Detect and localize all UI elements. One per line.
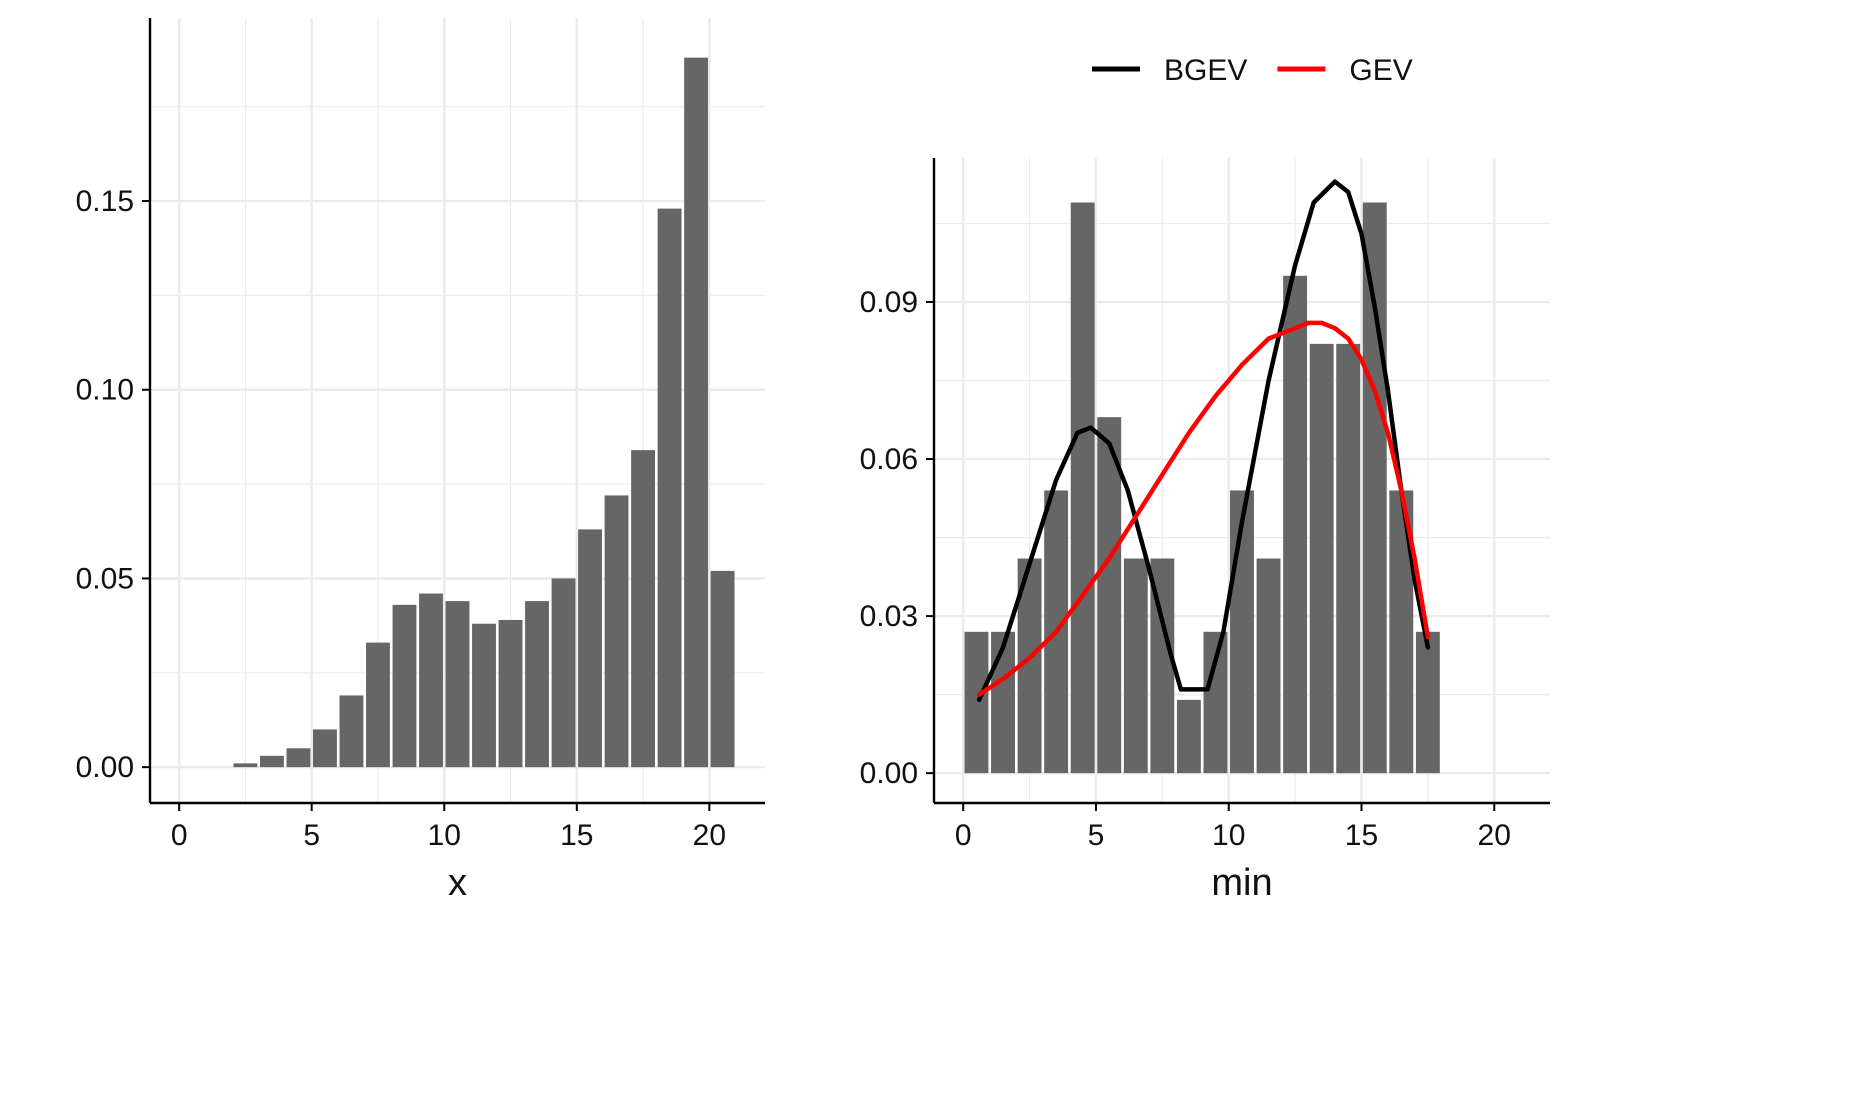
legend-label-gev: GEV [1349, 54, 1412, 87]
bar [1017, 558, 1042, 774]
y-tick-label: 0.10 [76, 374, 134, 407]
y-tick-labels: 0.00 0.05 0.10 0.15 [76, 185, 134, 784]
bar [1203, 631, 1228, 774]
curve-bgev [976, 179, 1431, 703]
bar [1150, 558, 1175, 774]
y-tick-label: 0.15 [76, 185, 134, 218]
y-tick-label: 0.00 [860, 757, 918, 790]
histogram-panel-min: 0 5 10 15 20 0.00 0.03 0.06 0.09 min BGEV GEV [860, 54, 1550, 904]
x-tick-label: 20 [1478, 819, 1511, 852]
bar [604, 495, 629, 768]
bar [578, 529, 602, 768]
x-tick-label: 20 [693, 819, 726, 852]
x-tick-label: 15 [1345, 819, 1378, 852]
bar [419, 593, 443, 768]
y-tick-label: 0.06 [860, 443, 918, 476]
bar [1389, 490, 1414, 774]
y-tick-label: 0.00 [76, 751, 134, 784]
bar [339, 695, 364, 768]
bar [991, 631, 1015, 774]
bar [392, 604, 417, 768]
bar [1362, 202, 1387, 774]
axes [142, 18, 765, 811]
bar [710, 570, 735, 768]
bar [551, 578, 576, 768]
x-tick-label: 10 [1212, 819, 1245, 852]
bar [657, 208, 682, 768]
y-tick-label: 0.03 [860, 600, 918, 633]
bar [233, 763, 258, 768]
bar [498, 619, 523, 768]
bar [286, 748, 311, 768]
bars [233, 57, 735, 768]
bar [313, 729, 337, 768]
bar [1283, 275, 1308, 774]
x-tick-label: 15 [560, 819, 593, 852]
y-tick-label: 0.05 [76, 562, 134, 595]
y-tick-label: 0.09 [860, 286, 918, 319]
bar [1097, 417, 1122, 774]
bar [1176, 699, 1201, 774]
x-tick-label: 5 [303, 819, 320, 852]
bar [1123, 558, 1148, 774]
curve-gev [976, 320, 1431, 697]
bars [964, 202, 1440, 774]
x-tick-label: 10 [428, 819, 461, 852]
y-tick-labels: 0.00 0.03 0.06 0.09 [860, 286, 918, 790]
x-tick-label: 5 [1088, 819, 1105, 852]
bar [366, 642, 390, 768]
x-tick-labels: 0 5 10 15 20 [171, 819, 726, 852]
bar [1256, 558, 1281, 774]
x-axis-label: min [1211, 862, 1272, 904]
bar [525, 601, 549, 768]
bar [631, 450, 655, 768]
bar [1070, 202, 1095, 774]
bar [684, 57, 709, 768]
legend: BGEV GEV [1092, 54, 1413, 87]
x-tick-label: 0 [171, 819, 188, 852]
legend-label-bgev: BGEV [1164, 54, 1247, 87]
bar [445, 601, 470, 768]
density-curves [976, 179, 1431, 703]
bar [1309, 343, 1334, 774]
bar [1415, 631, 1440, 774]
grid-lines [934, 158, 1550, 803]
x-axis-label: x [448, 862, 467, 904]
axes [926, 158, 1550, 811]
x-tick-labels: 0 5 10 15 20 [955, 819, 1511, 852]
x-tick-label: 0 [955, 819, 972, 852]
bar [260, 755, 284, 768]
bar [964, 631, 989, 774]
histogram-panel-x: 0 5 10 15 20 0.00 0.05 0.10 0.15 x [76, 18, 765, 904]
bar [472, 623, 496, 768]
bar [1336, 343, 1361, 774]
